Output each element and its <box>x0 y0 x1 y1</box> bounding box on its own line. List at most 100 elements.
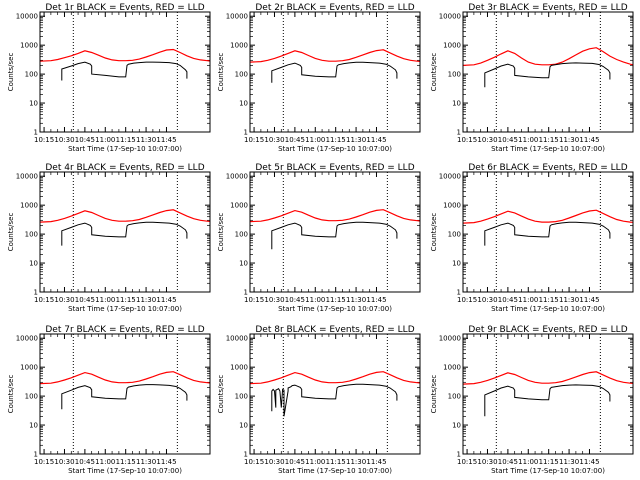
x-tick-label: 10:30 <box>264 136 284 144</box>
series-events-line <box>61 384 188 410</box>
y-tick-label: 10 <box>452 422 461 430</box>
y-tick-label: 1 <box>457 129 461 137</box>
x-tick-label: 11:30 <box>136 136 156 144</box>
panel-7: Det 7r BLACK = Events, RED = LLD 10000 100… <box>7 325 211 475</box>
x-axis-label: Start Time (17-Sep-10 10:07:00) <box>68 467 182 475</box>
x-tick-label: 11:30 <box>559 458 579 466</box>
x-tick-label: 11:45 <box>156 458 176 466</box>
series-lld-line <box>39 209 211 223</box>
x-tick-label: 11:45 <box>366 296 386 304</box>
series-events-line <box>61 221 188 246</box>
y-tick-label: 100 <box>25 231 38 239</box>
x-tick-label: 11:45 <box>579 458 599 466</box>
x-tick-label: 11:45 <box>156 136 176 144</box>
x-tick-label: 10:15 <box>244 136 264 144</box>
y-tick-label: 1 <box>457 451 461 459</box>
x-tick-label: 11:45 <box>156 296 176 304</box>
panel-2: Det 2r BLACK = Events, RED = LLD 10000 100… <box>217 3 421 153</box>
y-axis-label: Counts/sec <box>7 375 15 414</box>
series-events-line <box>484 62 611 88</box>
y-tick-label: 1000 <box>230 42 248 50</box>
y-tick-label: 100 <box>25 71 38 79</box>
x-tick-label: 11:15 <box>539 296 559 304</box>
y-tick-label: 100 <box>235 231 248 239</box>
x-tick-label: 10:45 <box>285 458 305 466</box>
y-tick-label: 1 <box>457 289 461 297</box>
panel-1: Det 1r BLACK = Events, RED = LLD 10000 100… <box>7 3 211 153</box>
series-lld-line <box>249 49 421 63</box>
panel-4: Det 4r BLACK = Events, RED = LLD 10000 100… <box>7 163 211 313</box>
y-axis-label: Counts/sec <box>430 375 438 414</box>
x-tick-label: 11:15 <box>116 136 136 144</box>
series-events-line <box>484 221 611 246</box>
x-tick-label: 10:45 <box>498 296 518 304</box>
y-tick-label: 10 <box>239 422 248 430</box>
x-tick-label: 10:30 <box>264 458 284 466</box>
x-tick-label: 11:00 <box>518 136 538 144</box>
y-tick-label: 1000 <box>443 364 461 372</box>
y-tick-label: 1000 <box>20 42 38 50</box>
x-axis-label: Start Time (17-Sep-10 10:07:00) <box>491 467 605 475</box>
y-tick-label: 100 <box>448 393 461 401</box>
y-tick-label: 100 <box>235 71 248 79</box>
series-lld-line <box>249 371 421 385</box>
panel-9: Det 9r BLACK = Events, RED = LLD 10000 100… <box>430 325 634 475</box>
panel-title: Det 1r BLACK = Events, RED = LLD <box>45 3 204 13</box>
panel-title: Det 3r BLACK = Events, RED = LLD <box>468 3 627 13</box>
plot-frame <box>249 333 421 455</box>
series-lld-line <box>39 371 211 385</box>
x-tick-label: 11:15 <box>539 458 559 466</box>
y-tick-label: 1000 <box>443 42 461 50</box>
x-tick-label: 11:45 <box>366 136 386 144</box>
plot-frame <box>462 11 634 133</box>
x-axis-label: Start Time (17-Sep-10 10:07:00) <box>491 305 605 313</box>
y-tick-label: 10000 <box>439 173 461 181</box>
panel-6: Det 6r BLACK = Events, RED = LLD 10000 100… <box>430 163 634 313</box>
y-tick-label: 10 <box>239 260 248 268</box>
plot-frame <box>39 11 211 133</box>
y-axis-label: Counts/sec <box>430 53 438 92</box>
x-tick-label: 10:30 <box>54 458 74 466</box>
panel-title: Det 8r BLACK = Events, RED = LLD <box>255 325 414 335</box>
y-tick-label: 100 <box>25 393 38 401</box>
y-tick-label: 10000 <box>226 13 248 21</box>
x-axis-label: Start Time (17-Sep-10 10:07:00) <box>278 145 392 153</box>
x-tick-label: 11:15 <box>326 296 346 304</box>
x-tick-label: 11:00 <box>518 458 538 466</box>
y-axis-label: Counts/sec <box>217 375 225 414</box>
panel-title: Det 4r BLACK = Events, RED = LLD <box>45 163 204 173</box>
y-tick-label: 10 <box>29 100 38 108</box>
series-lld-line <box>462 209 634 224</box>
x-tick-label: 10:45 <box>498 136 518 144</box>
series-lld-line <box>462 47 634 66</box>
y-tick-label: 1 <box>244 451 248 459</box>
x-axis-label: Start Time (17-Sep-10 10:07:00) <box>68 145 182 153</box>
panel-5: Det 5r BLACK = Events, RED = LLD 10000 100… <box>217 163 421 313</box>
panel-title: Det 2r BLACK = Events, RED = LLD <box>255 3 414 13</box>
x-tick-label: 11:00 <box>305 136 325 144</box>
x-tick-label: 11:30 <box>136 458 156 466</box>
series-events-line <box>484 384 611 417</box>
x-tick-label: 10:30 <box>54 296 74 304</box>
panel-title: Det 6r BLACK = Events, RED = LLD <box>468 163 627 173</box>
y-tick-label: 10000 <box>226 335 248 343</box>
y-tick-label: 1 <box>34 129 38 137</box>
x-tick-label: 10:30 <box>477 296 497 304</box>
y-tick-label: 10000 <box>16 13 38 21</box>
y-tick-label: 100 <box>235 393 248 401</box>
plot-frame <box>249 11 421 133</box>
plot-frame <box>462 171 634 293</box>
x-tick-label: 10:45 <box>285 296 305 304</box>
y-tick-label: 10 <box>239 100 248 108</box>
x-axis-label: Start Time (17-Sep-10 10:07:00) <box>491 145 605 153</box>
x-tick-label: 10:15 <box>457 296 477 304</box>
x-tick-label: 10:15 <box>244 458 264 466</box>
x-tick-label: 10:15 <box>457 458 477 466</box>
series-events-line <box>271 61 398 83</box>
y-tick-label: 10 <box>452 100 461 108</box>
panel-8: Det 8r BLACK = Events, RED = LLD 10000 100… <box>217 325 421 475</box>
y-tick-label: 1000 <box>443 202 461 210</box>
plot-frame <box>39 171 211 293</box>
x-tick-label: 10:15 <box>34 458 54 466</box>
x-tick-label: 11:00 <box>305 458 325 466</box>
